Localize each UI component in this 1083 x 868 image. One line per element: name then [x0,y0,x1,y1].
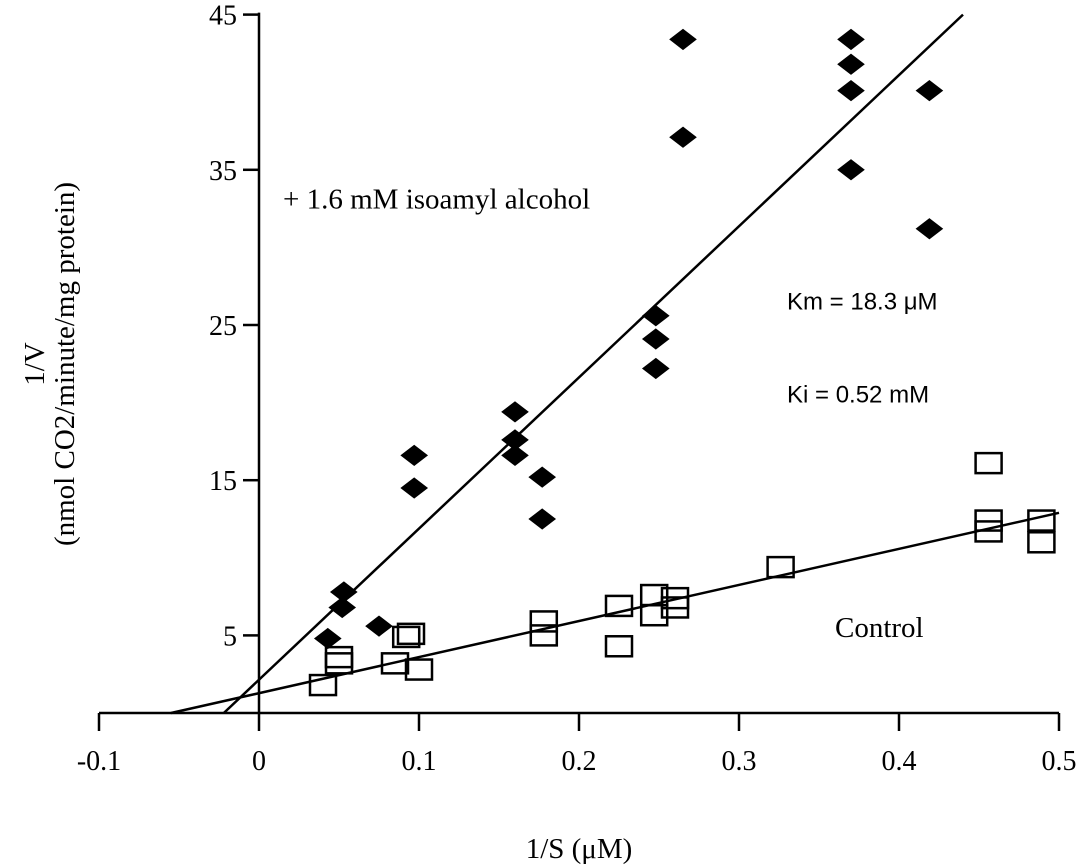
data-points [308,28,1056,697]
point-square-1 [324,645,354,669]
y-tick-label-45: 45 [209,1,237,32]
point-square-14 [660,596,690,619]
point-square-19 [1027,509,1056,532]
x-tick-label-0-4: 0.4 [882,746,917,777]
point-diamond-15 [669,126,697,148]
annotation-km-18-3-m: Km = 18.3 μM [787,288,938,315]
x-tick-label-0-1: -0.1 [77,746,121,777]
point-diamond-4 [400,444,429,466]
x-tick-label-0: 0 [252,746,266,777]
point-diamond-9 [528,466,557,488]
point-square-16 [974,451,1003,475]
point-square-5 [396,622,426,646]
point-square-7 [529,610,559,633]
point-diamond-16 [837,28,865,51]
point-diamond-8 [501,444,529,466]
y-tick-label-15: 15 [209,466,237,497]
point-square-8 [529,624,559,647]
point-square-10 [604,635,634,658]
point-diamond-1 [328,596,357,619]
point-diamond-21 [915,218,944,240]
point-diamond-0 [313,627,342,650]
point-square-18 [974,520,1003,543]
point-diamond-13 [641,357,670,380]
y-tick-label-35: 35 [209,156,237,187]
tick-labels: -0.1 0 0.1 0.2 0.3 0.4 0.5 5 15 25 35 45 [77,1,1077,777]
y-tick-label-25: 25 [209,311,237,342]
y-axis-label-line-1: 1/V [19,342,51,386]
x-tick-label-0-1: 0.1 [402,746,437,777]
fit-lines [170,13,1060,715]
point-diamond-18 [837,80,865,102]
annotation-ki-0-52-mm: Ki = 0.52 mM [787,382,929,409]
annotation-1-6-mm-isoamyl-alcohol: + 1.6 mM isoamyl alcohol [283,184,590,216]
point-diamond-14 [669,28,697,51]
point-square-4 [391,625,421,649]
y-tick-label-5: 5 [223,621,237,652]
point-diamond-19 [837,159,865,181]
point-diamond-20 [915,80,944,102]
point-diamond-3 [365,615,393,637]
point-diamond-11 [641,305,670,327]
fit-line-series-1 [170,511,1060,715]
point-square-2 [324,652,354,675]
point-square-3 [380,652,410,675]
point-diamond-6 [501,401,529,423]
point-square-9 [604,594,634,618]
point-square-12 [639,603,669,627]
point-square-15 [766,555,795,579]
annotation-control: Control [835,612,924,644]
point-diamond-5 [400,477,429,499]
x-tick-label-0-2: 0.2 [562,746,597,777]
annotations: + 1.6 mM isoamyl alcohol Km = 18.3 μM Ki =… [283,184,938,644]
point-diamond-12 [641,328,670,350]
point-square-20 [1027,531,1056,554]
point-diamond-2 [329,581,358,603]
x-axis-label: 1/S (μM) [526,833,633,865]
x-tick-label-0-5: 0.5 [1042,746,1077,777]
point-square-0 [308,673,338,697]
axes [97,12,1061,731]
point-diamond-17 [837,53,865,75]
y-axis-label-line-2: (nmol CO2/minute/mg protein) [49,182,81,546]
point-diamond-10 [528,508,557,530]
x-tick-label-0-3: 0.3 [722,746,757,777]
point-square-6 [404,658,434,681]
